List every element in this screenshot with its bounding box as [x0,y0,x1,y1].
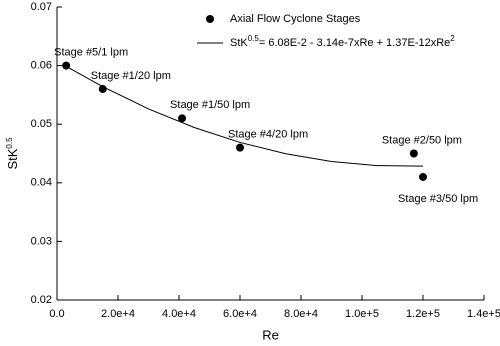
legend-label: StK0.5= 6.08E-2 - 3.14e-7xRe + 1.37E-12x… [230,34,455,49]
x-tick-label: 2.0e+4 [101,308,135,320]
y-axis-label: StK0.5 [5,137,21,170]
y-axis-label-part: StK [5,148,20,169]
x-tick-label: 1.2e+5 [406,308,440,320]
data-point [178,114,187,123]
y-tick-label: 0.04 [31,177,52,189]
y-tick-label: 0.06 [31,60,52,72]
y-tick-label: 0.02 [31,294,52,306]
point-label: Stage #5/1 lpm [54,47,128,59]
y-axis-label-part: 0.5 [5,137,14,149]
data-point [98,85,107,94]
legend-label-part: Axial Flow Cyclone Stages [230,13,361,25]
y-tick-label: 0.07 [31,1,52,13]
fit-line [65,65,424,167]
y-tick-label: 0.03 [31,235,52,247]
data-point [409,149,418,158]
x-axis-label: Re [262,327,279,342]
legend-marker [206,15,214,23]
x-tick-label: 4.0e+4 [162,308,196,320]
legend-label-part: 0.5 [248,34,260,43]
x-tick-label: 1.4e+5 [467,308,500,320]
point-label: Stage #4/20 lpm [228,129,308,141]
data-point [236,143,244,152]
y-tick-label: 0.05 [31,118,52,130]
data-point [419,172,427,181]
point-label: Stage #1/50 lpm [170,99,250,111]
x-tick-label: 1.0e+5 [345,308,379,320]
legend-label: Axial Flow Cyclone Stages [230,13,361,25]
x-tick-label: 6.0e+4 [223,308,257,320]
point-label: Stage #3/50 lpm [398,193,478,205]
legend-label-part: 2 [450,34,455,43]
legend-label-part: StK [230,37,248,49]
legend-label-part: = 6.08E-2 - 3.14e-7xRe + 1.37E-12xRe [259,37,450,49]
point-label: Stage #1/20 lpm [91,70,171,82]
x-tick-label: 8.0e+4 [284,308,318,320]
point-label: Stage #2/50 lpm [382,134,462,146]
x-tick-label: 0.0 [49,308,64,320]
